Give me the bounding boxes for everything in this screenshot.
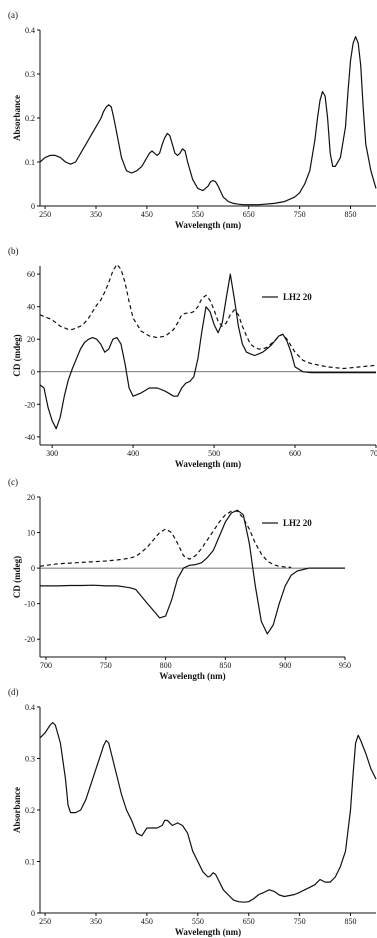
x-tick-label: 850 — [345, 210, 357, 219]
x-tick-label: 800 — [160, 661, 172, 670]
y-tick-label: 0.4 — [25, 703, 35, 712]
x-tick-label: 250 — [39, 210, 51, 219]
x-tick-label: 900 — [279, 661, 291, 670]
x-tick-label: 850 — [219, 661, 231, 670]
y-tick-label: 10 — [27, 529, 35, 538]
series-line-dashed — [39, 510, 292, 568]
series-line-solid — [39, 36, 377, 206]
y-tick-label: 0.1 — [25, 858, 35, 867]
y-tick-label: -20 — [24, 635, 35, 644]
chart-panel: (a) 250 350 450 550 650 750 850 0 0.1 0.2 0.3 0.4 Wav… — [8, 10, 377, 230]
y-tick-label: 40 — [27, 303, 35, 312]
x-tick-label: 750 — [100, 661, 112, 670]
y-tick-label: 0.3 — [25, 70, 35, 79]
x-tick-label: 700 — [370, 449, 377, 458]
y-axis-label: CD (mdeg) — [12, 556, 22, 598]
x-tick-label: 350 — [90, 917, 102, 926]
x-tick-label: 450 — [141, 210, 153, 219]
chart-panel: (b) 300 400 500 600 700 -40 -20 0 20 40 60 Wavelengt… — [8, 246, 377, 469]
x-tick-label: 650 — [243, 917, 255, 926]
x-tick-label: 750 — [294, 210, 306, 219]
x-axis-label: Wavelength (nm) — [159, 671, 225, 681]
legend-label: LH2 20 — [283, 292, 312, 302]
x-tick-label: 850 — [345, 917, 357, 926]
x-tick-label: 450 — [141, 917, 153, 926]
y-tick-label: 60 — [27, 270, 35, 279]
series-line-solid — [39, 721, 377, 903]
panel-label: (b) — [8, 246, 19, 256]
y-tick-label: 0.4 — [25, 26, 35, 35]
x-axis-label: Wavelength (nm) — [175, 220, 241, 230]
y-tick-label: 20 — [27, 493, 35, 502]
y-axis-label: Absorbance — [12, 787, 22, 833]
y-tick-label: 0.3 — [25, 755, 35, 764]
x-tick-label: 650 — [243, 210, 255, 219]
chart-panel: (d) 250 350 450 550 650 750 850 0 0.1 0.2 0.3 0.4 Wav… — [8, 687, 377, 937]
y-tick-label: -20 — [24, 400, 35, 409]
legend-label: LH2 20 — [283, 518, 312, 528]
x-tick-label: 500 — [208, 449, 220, 458]
panel-label: (c) — [8, 477, 18, 487]
series-line-solid — [39, 273, 376, 430]
series-line-dashed — [39, 263, 377, 370]
panel-label: (d) — [8, 687, 19, 697]
panel-label: (a) — [8, 10, 18, 20]
y-tick-label: 0.2 — [25, 806, 35, 815]
y-tick-label: 0 — [31, 368, 35, 377]
x-tick-label: 300 — [46, 449, 58, 458]
series-line-solid — [40, 509, 345, 635]
y-tick-label: 0 — [31, 564, 35, 573]
x-tick-label: 750 — [294, 917, 306, 926]
x-tick-label: 350 — [90, 210, 102, 219]
y-axis-label: Absorbance — [12, 95, 22, 141]
x-tick-label: 550 — [192, 917, 204, 926]
x-axis-label: Wavelength (nm) — [175, 459, 241, 469]
chart-panel: (c) 700 750 800 850 900 950 -20 -10 0 10 20 Waveleng… — [8, 477, 351, 681]
y-tick-label: -10 — [24, 600, 35, 609]
y-tick-label: 0.2 — [25, 114, 35, 123]
x-tick-label: 600 — [289, 449, 301, 458]
x-tick-label: 250 — [39, 917, 51, 926]
x-axis-label: Wavelength (nm) — [175, 927, 241, 937]
y-tick-label: 0 — [31, 202, 35, 211]
x-tick-label: 550 — [192, 210, 204, 219]
x-tick-label: 950 — [339, 661, 351, 670]
y-tick-label: 20 — [27, 335, 35, 344]
y-tick-label: 0 — [31, 909, 35, 918]
y-axis-label: CD (mdeg) — [12, 334, 22, 376]
y-tick-label: 0.1 — [25, 158, 35, 167]
x-tick-label: 700 — [40, 661, 52, 670]
y-tick-label: -40 — [24, 433, 35, 442]
x-tick-label: 400 — [127, 449, 139, 458]
